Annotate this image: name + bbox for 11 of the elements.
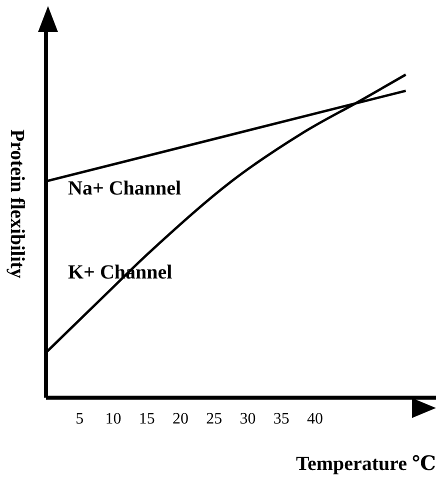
x-tick-label: 10 xyxy=(105,410,122,428)
x-tick-label: 20 xyxy=(172,410,188,428)
x-tick-label: 5 xyxy=(76,410,84,428)
series-label: Na+ Channel xyxy=(68,177,182,200)
x-tick-label: 35 xyxy=(273,410,290,428)
y-axis-title: Protein flexibility xyxy=(6,129,28,278)
x-axis-title: Temperature ℃ xyxy=(296,453,436,476)
x-tick-label: 15 xyxy=(138,410,155,428)
x-tick-label: 30 xyxy=(240,410,256,428)
x-tick-label: 25 xyxy=(206,410,222,428)
x-tick-label: 40 xyxy=(306,410,323,428)
